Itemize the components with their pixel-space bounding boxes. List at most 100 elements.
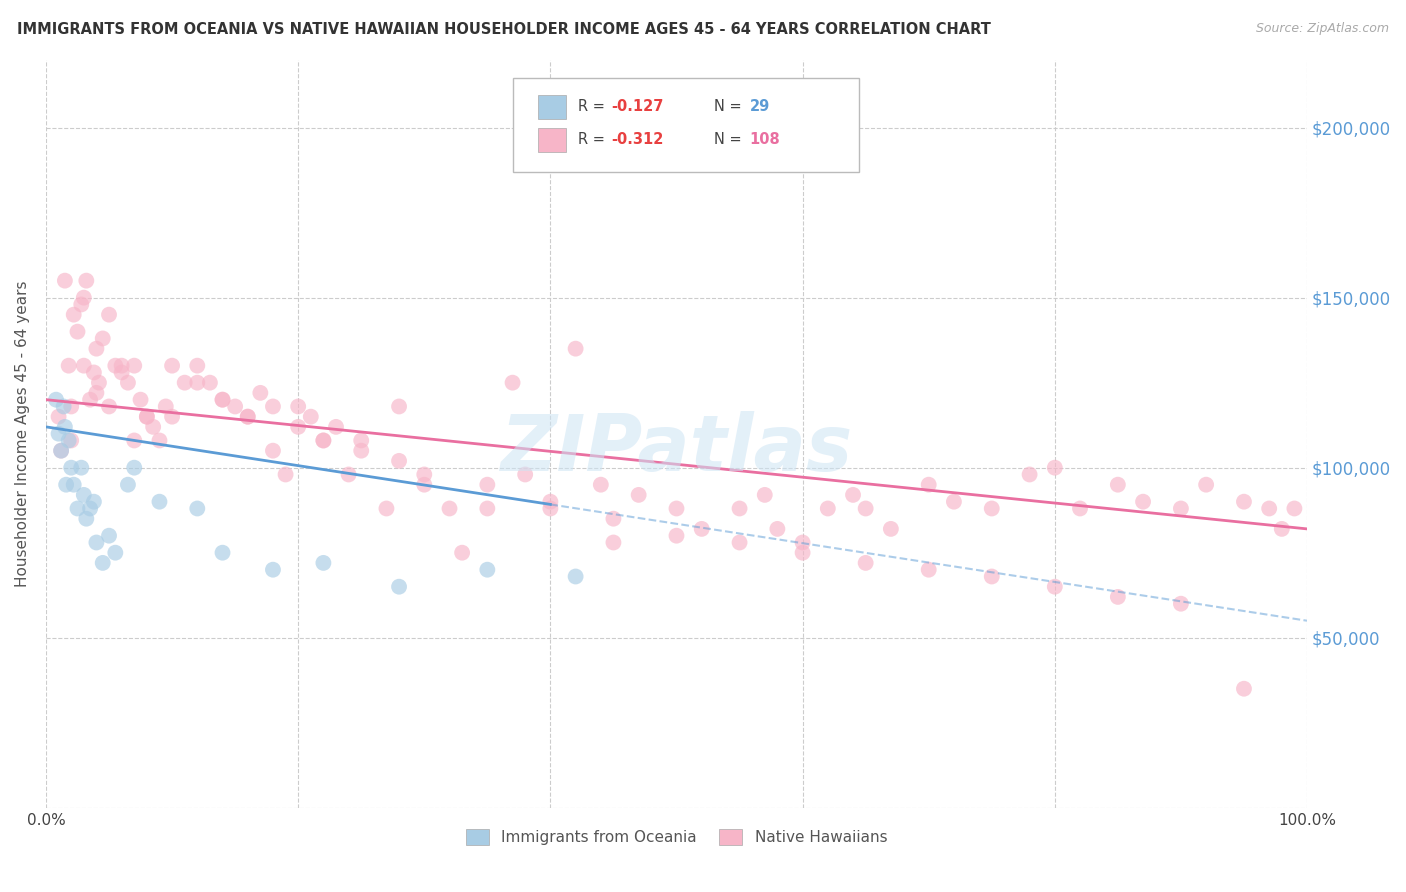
Point bbox=[312, 434, 335, 448]
Point bbox=[1107, 590, 1129, 604]
Point bbox=[83, 366, 105, 380]
Point bbox=[86, 342, 108, 356]
Point bbox=[337, 467, 360, 482]
Point bbox=[58, 359, 80, 373]
Point bbox=[842, 488, 865, 502]
Point bbox=[350, 434, 373, 448]
Point bbox=[48, 409, 70, 424]
Point bbox=[87, 376, 110, 390]
Text: R =: R = bbox=[578, 132, 610, 147]
Point bbox=[1018, 467, 1040, 482]
Point bbox=[388, 580, 411, 594]
Point bbox=[148, 434, 170, 448]
Point bbox=[1043, 460, 1066, 475]
Point bbox=[198, 376, 221, 390]
Point bbox=[160, 359, 183, 373]
Point bbox=[186, 501, 208, 516]
Point bbox=[98, 400, 121, 414]
Point bbox=[211, 546, 233, 560]
Point bbox=[312, 556, 335, 570]
Point bbox=[142, 420, 165, 434]
Point bbox=[135, 409, 157, 424]
Point bbox=[388, 454, 411, 468]
Point bbox=[73, 291, 96, 305]
Point bbox=[104, 359, 127, 373]
Point bbox=[274, 467, 297, 482]
Text: 108: 108 bbox=[749, 132, 780, 147]
Point bbox=[148, 494, 170, 508]
Point bbox=[728, 535, 751, 549]
Point bbox=[665, 529, 688, 543]
Point bbox=[104, 546, 127, 560]
Point bbox=[980, 501, 1002, 516]
Point bbox=[98, 529, 121, 543]
Point bbox=[236, 409, 259, 424]
Point bbox=[155, 400, 177, 414]
Point bbox=[55, 477, 77, 491]
Point bbox=[413, 477, 436, 491]
Point bbox=[980, 569, 1002, 583]
Point bbox=[1043, 580, 1066, 594]
Point bbox=[299, 409, 322, 424]
Point bbox=[1170, 597, 1192, 611]
Point bbox=[287, 400, 309, 414]
Point bbox=[79, 501, 101, 516]
Point bbox=[942, 494, 965, 508]
Point bbox=[1271, 522, 1294, 536]
Text: Source: ZipAtlas.com: Source: ZipAtlas.com bbox=[1256, 22, 1389, 36]
Point bbox=[135, 409, 157, 424]
Point bbox=[627, 488, 650, 502]
Point bbox=[690, 522, 713, 536]
Legend: Immigrants from Oceania, Native Hawaiians: Immigrants from Oceania, Native Hawaiian… bbox=[465, 829, 887, 845]
Point bbox=[186, 376, 208, 390]
Point bbox=[918, 477, 941, 491]
Point bbox=[58, 434, 80, 448]
Point bbox=[111, 359, 134, 373]
Point bbox=[728, 501, 751, 516]
Point bbox=[122, 359, 145, 373]
Point bbox=[66, 325, 89, 339]
Point bbox=[413, 467, 436, 482]
Point bbox=[665, 501, 688, 516]
Point bbox=[1258, 501, 1281, 516]
Point bbox=[122, 434, 145, 448]
Point bbox=[111, 366, 134, 380]
Point bbox=[477, 563, 499, 577]
FancyBboxPatch shape bbox=[537, 95, 565, 119]
Text: -0.312: -0.312 bbox=[612, 132, 664, 147]
Point bbox=[224, 400, 246, 414]
Point bbox=[186, 359, 208, 373]
Text: 29: 29 bbox=[749, 99, 770, 114]
Point bbox=[86, 385, 108, 400]
Text: IMMIGRANTS FROM OCEANIA VS NATIVE HAWAIIAN HOUSEHOLDER INCOME AGES 45 - 64 YEARS: IMMIGRANTS FROM OCEANIA VS NATIVE HAWAII… bbox=[17, 22, 991, 37]
Point bbox=[792, 535, 814, 549]
Point bbox=[75, 274, 97, 288]
Text: N =: N = bbox=[714, 99, 747, 114]
Point bbox=[1170, 501, 1192, 516]
Point bbox=[312, 434, 335, 448]
Point bbox=[375, 501, 398, 516]
Point bbox=[262, 400, 284, 414]
Point bbox=[477, 501, 499, 516]
FancyBboxPatch shape bbox=[537, 128, 565, 152]
Point bbox=[602, 535, 624, 549]
Point bbox=[1284, 501, 1306, 516]
Point bbox=[589, 477, 612, 491]
Point bbox=[48, 426, 70, 441]
Point bbox=[117, 477, 139, 491]
Point bbox=[60, 460, 83, 475]
Point bbox=[236, 409, 259, 424]
Point bbox=[83, 494, 105, 508]
Point bbox=[117, 376, 139, 390]
Point bbox=[515, 467, 537, 482]
Point bbox=[880, 522, 903, 536]
Point bbox=[1195, 477, 1218, 491]
Text: ZIPatlas: ZIPatlas bbox=[501, 410, 852, 487]
Point bbox=[855, 501, 877, 516]
Point bbox=[49, 443, 72, 458]
Point bbox=[129, 392, 152, 407]
Point bbox=[86, 535, 108, 549]
FancyBboxPatch shape bbox=[513, 78, 859, 172]
Point bbox=[451, 546, 474, 560]
Point bbox=[262, 443, 284, 458]
